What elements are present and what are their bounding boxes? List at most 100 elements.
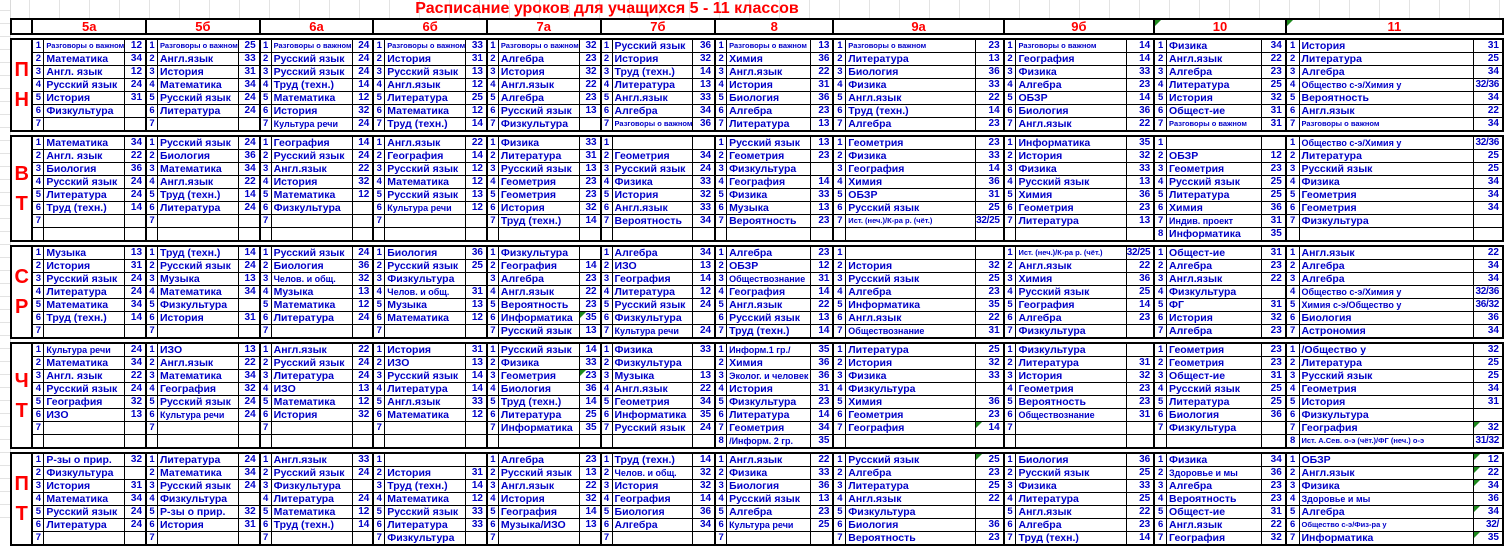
lesson-num[interactable]: 6 — [832, 104, 846, 118]
lesson-room[interactable]: 14 — [692, 452, 716, 467]
lesson-subject[interactable]: Литература — [611, 285, 693, 299]
lesson-room[interactable]: 36 — [809, 356, 834, 370]
lesson-num[interactable]: 4 — [599, 175, 613, 189]
lesson-num[interactable]: 4 — [1284, 78, 1299, 92]
lesson-num[interactable]: 4 — [1002, 175, 1016, 189]
lesson-room[interactable]: 33 — [809, 188, 834, 202]
lesson-num[interactable]: 2 — [31, 259, 44, 273]
lesson-subject[interactable]: ОБЗР — [845, 188, 976, 202]
lesson-subject[interactable]: Русский язык — [611, 162, 693, 176]
lesson-num[interactable]: 7 — [258, 421, 272, 435]
lesson-subject[interactable]: Биология — [611, 505, 693, 519]
lesson-room[interactable]: 23 — [975, 117, 1004, 132]
lesson-subject[interactable]: Эколог. и человек — [726, 369, 811, 383]
lesson-room[interactable]: 24 — [351, 149, 374, 163]
lesson-room[interactable]: 13 — [578, 466, 601, 480]
lesson-num[interactable]: 6 — [372, 311, 385, 325]
lesson-num[interactable]: 4 — [144, 382, 158, 396]
lesson-subject[interactable]: Информатика — [497, 311, 580, 325]
lesson-num[interactable]: 3 — [1002, 369, 1016, 383]
lesson-subject[interactable]: Здоровье и мы — [1166, 466, 1262, 480]
lesson-subject[interactable]: Общест-ие — [1166, 505, 1262, 519]
lesson-room[interactable]: 25 — [1472, 149, 1504, 163]
lesson-room[interactable]: 12 — [465, 104, 487, 118]
lesson-num[interactable]: 7 — [31, 324, 44, 339]
lesson-room[interactable]: 32/25 — [975, 214, 1004, 228]
lesson-room[interactable]: 22 — [351, 162, 374, 176]
lesson-room[interactable]: 34 — [1472, 117, 1504, 132]
lesson-num[interactable]: 3 — [144, 272, 158, 286]
lesson-room[interactable]: 32 — [1472, 421, 1504, 435]
lesson-num[interactable]: 1 — [1002, 245, 1016, 260]
lesson-subject[interactable]: Физика — [497, 356, 580, 370]
lesson-num[interactable]: 3 — [258, 479, 272, 493]
lesson-num[interactable]: 4 — [31, 285, 44, 299]
lesson-num[interactable]: 2 — [485, 149, 499, 163]
lesson-num[interactable] — [1002, 434, 1016, 449]
lesson-subject[interactable]: Физика — [845, 149, 976, 163]
lesson-subject[interactable]: Музыка — [43, 245, 125, 260]
lesson-num[interactable]: 4 — [832, 382, 846, 396]
lesson-subject[interactable] — [845, 227, 976, 242]
lesson-subject[interactable]: Русский язык — [497, 466, 580, 480]
lesson-num[interactable]: 6 — [31, 518, 44, 532]
lesson-num[interactable]: 6 — [485, 518, 499, 532]
lesson-num[interactable]: 6 — [372, 518, 385, 532]
lesson-subject[interactable]: Русский язык — [384, 65, 466, 79]
lesson-subject[interactable]: Русский язык — [43, 78, 125, 92]
lesson-room[interactable] — [1472, 227, 1504, 242]
lesson-num[interactable]: 1 — [599, 38, 613, 53]
lesson-subject[interactable]: Труд (техн.) — [497, 214, 580, 228]
lesson-subject[interactable]: Алгебра — [1015, 518, 1127, 532]
lesson-subject[interactable]: Англ.язык — [156, 175, 239, 189]
lesson-subject[interactable]: Алгебра — [497, 272, 580, 286]
lesson-room[interactable]: 12 — [351, 188, 374, 202]
lesson-room[interactable]: 14 — [809, 285, 834, 299]
lesson-subject[interactable]: Математика — [156, 162, 239, 176]
lesson-num[interactable]: 2 — [832, 466, 846, 480]
lesson-room[interactable]: 13 — [578, 518, 601, 532]
lesson-num[interactable]: 2 — [832, 356, 846, 370]
lesson-room[interactable]: 23 — [1125, 78, 1155, 92]
lesson-num[interactable]: 1 — [832, 452, 846, 467]
lesson-subject[interactable]: История — [1015, 369, 1127, 383]
lesson-subject[interactable]: Челов. и общ. — [384, 285, 466, 299]
lesson-subject[interactable]: Литература — [156, 201, 239, 215]
lesson-subject[interactable]: Русский язык — [726, 492, 811, 506]
lesson-room[interactable]: 24 — [124, 505, 147, 519]
lesson-num[interactable]: 6 — [1002, 201, 1016, 215]
lesson-room[interactable]: 23 — [1261, 479, 1286, 493]
lesson-subject[interactable]: География — [845, 162, 976, 176]
lesson-room[interactable]: 23 — [809, 395, 834, 409]
lesson-subject[interactable]: Англ.язык — [845, 91, 976, 105]
lesson-num[interactable]: 3 — [1153, 65, 1167, 79]
lesson-room[interactable] — [1472, 214, 1504, 228]
lesson-num[interactable]: 2 — [485, 466, 499, 480]
lesson-room[interactable] — [975, 434, 1004, 449]
lesson-room[interactable]: 34 — [692, 104, 716, 118]
lesson-num[interactable]: 4 — [144, 78, 158, 92]
lesson-num[interactable]: 5 — [599, 505, 613, 519]
lesson-room[interactable]: 34 — [1472, 175, 1504, 189]
lesson-room[interactable]: 34 — [1472, 505, 1504, 519]
lesson-subject[interactable]: Математика — [270, 298, 352, 312]
lesson-room[interactable]: 34 — [237, 285, 260, 299]
lesson-subject[interactable]: Англ.язык — [497, 285, 580, 299]
lesson-num[interactable]: 6 — [1153, 311, 1167, 325]
lesson-subject[interactable]: География — [384, 149, 466, 163]
lesson-subject[interactable]: Англ.язык — [270, 342, 352, 357]
lesson-room[interactable] — [1261, 285, 1286, 299]
lesson-room[interactable]: 33 — [465, 505, 487, 519]
lesson-room[interactable]: 24 — [351, 38, 374, 53]
lesson-num[interactable]: 3 — [31, 162, 44, 176]
lesson-room[interactable]: 24 — [237, 135, 260, 150]
class-header-5а[interactable]: 5а — [31, 18, 148, 35]
lesson-num[interactable]: 5 — [31, 188, 44, 202]
lesson-room[interactable]: 14 — [465, 369, 487, 383]
lesson-num[interactable]: 1 — [1153, 452, 1167, 467]
lesson-room[interactable]: 13 — [578, 104, 601, 118]
lesson-num[interactable]: 5 — [1153, 395, 1167, 409]
lesson-room[interactable]: 22 — [465, 135, 487, 150]
lesson-subject[interactable] — [270, 531, 352, 546]
